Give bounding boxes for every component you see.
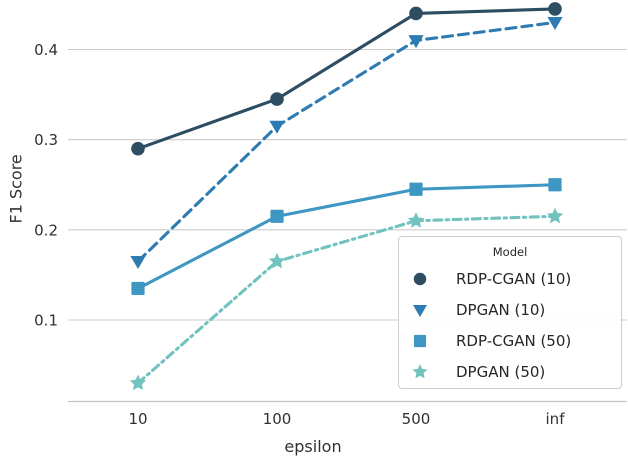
legend-item-label: DPGAN (50) [456,362,546,381]
y-axis-label: F1 Score [6,154,26,224]
star-marker [412,363,428,378]
legend-item: DPGAN (10) [399,294,621,325]
circle-marker [413,272,427,285]
x-tick-label-10: 10 [128,410,147,428]
series-line-rdp-cgan-10- [136,7,557,151]
x-axis-label: epsilon [284,437,342,456]
triangle-down-marker [269,120,285,134]
triangle-down-icon [413,304,427,317]
legend-item: RDP-CGAN (50) [399,325,621,356]
star-marker [546,207,564,224]
legend-item-label: RDP-CGAN (10) [456,269,572,288]
circle-icon [413,272,427,285]
legend: Model RDP-CGAN (10) DPGAN (10) RDP-CGAN (5… [398,236,622,389]
square-marker [548,178,562,192]
square-icon [413,334,427,347]
triangle-down-marker [408,35,424,49]
x-tick-label-100: 100 [263,410,292,428]
legend-title: Model [492,245,528,259]
square-marker [413,334,427,347]
x-tick-label-inf: inf [546,410,566,428]
circle-marker [270,92,284,106]
series-line-rdp-cgan-50- [136,183,557,290]
triangle-down-marker [130,255,146,269]
star-marker [129,374,147,391]
star-icon [412,363,428,378]
legend-item: DPGAN (50) [399,356,621,387]
circle-marker [131,141,145,156]
star-marker [407,212,425,228]
y-tick-label-0.4: 0.4 [34,41,58,59]
y-tick-label-0.2: 0.2 [34,221,58,239]
circle-marker [409,6,423,21]
series-line-dpgan-10- [136,20,557,263]
circle-marker [548,2,562,16]
star-marker [268,252,286,269]
square-marker [409,182,423,196]
triangle-down-marker [413,304,427,317]
series-line-dpgan-50- [136,214,557,385]
legend-item-label: DPGAN (10) [456,300,546,319]
y-tick-label-0.3: 0.3 [34,131,58,149]
legend-item: RDP-CGAN (10) [399,263,621,294]
triangle-down-marker [547,17,563,31]
x-tick-label-500: 500 [402,410,431,428]
legend-item-label: RDP-CGAN (50) [456,331,572,350]
square-marker [131,281,145,296]
square-marker [270,209,284,223]
legend-rows: RDP-CGAN (10) DPGAN (10) RDP-CGAN (50) DPGA… [399,263,621,387]
y-tick-label-0.1: 0.1 [34,312,58,330]
